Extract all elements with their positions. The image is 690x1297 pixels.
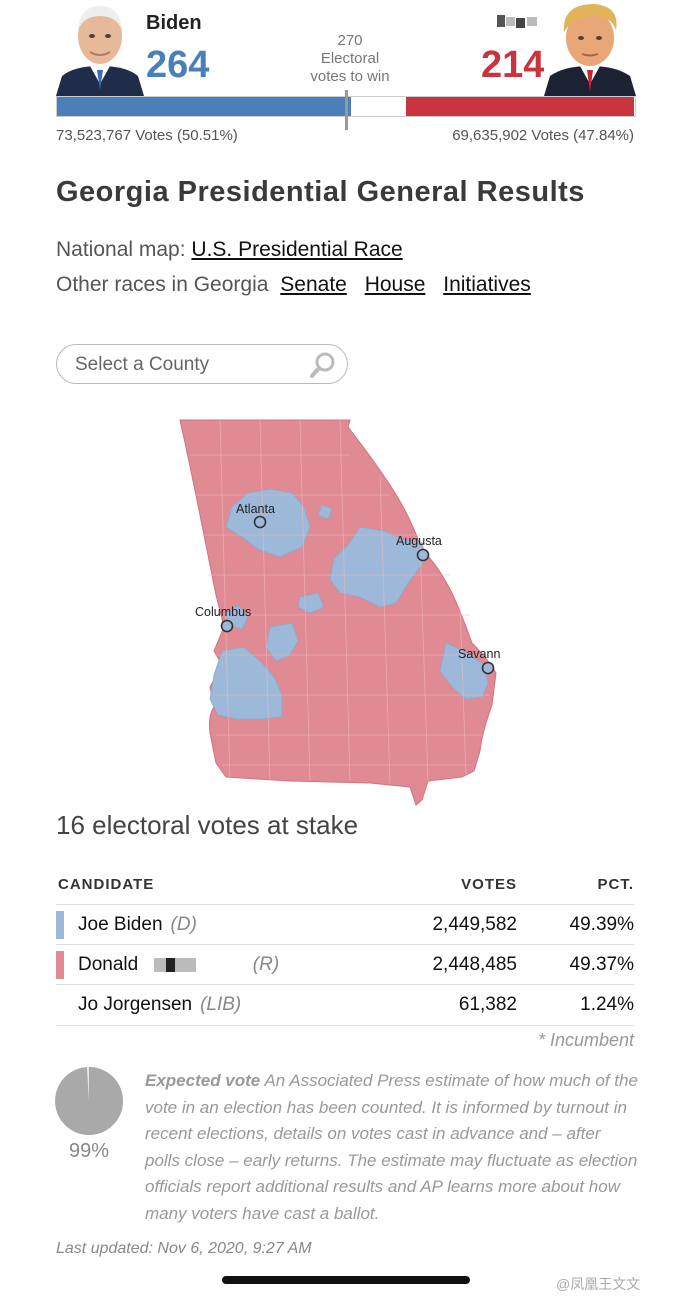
city-label-savannah: Savannah [458, 647, 500, 661]
candidate-pct: 49.37% [569, 954, 634, 975]
house-link[interactable]: House [364, 273, 426, 296]
page-title: Georgia Presidential General Results [56, 176, 585, 208]
votes-to-win-line2: votes to win [310, 68, 390, 85]
candidate-pct: 49.39% [569, 914, 634, 935]
table-row-biden: Joe Biden (D) 2,449,582 49.39% [56, 904, 634, 945]
atlanta-marker [253, 515, 267, 529]
city-label-columbus: Columbus [195, 605, 251, 619]
biden-bar [56, 96, 351, 117]
expected-vote-pie [55, 1067, 124, 1135]
table-row-jorgensen: Jo Jorgensen (LIB) 61,382 1.24% [56, 984, 634, 1026]
candidate-votes: 61,382 [458, 994, 517, 1015]
candidate-name: Joe Biden [78, 914, 163, 935]
table-row-trump: Donald (R) 2,448,485 49.37% [56, 944, 634, 985]
home-indicator [222, 1276, 470, 1284]
expected-vote-pct: 99% [68, 1140, 110, 1162]
democratic-counties [209, 488, 489, 720]
initiatives-link[interactable]: Initiatives [443, 273, 531, 296]
candidate-votes: 2,449,582 [432, 914, 517, 935]
county-search[interactable] [56, 344, 348, 384]
electoral-votes-at-stake: 16 electoral votes at stake [56, 810, 359, 840]
candidate-name: Donald [78, 954, 139, 975]
biden-electoral-votes: 264 [146, 44, 210, 86]
expected-vote-label: Expected vote [145, 1071, 261, 1090]
trump-popular-votes: 69,635,902 Votes (47.84%) [452, 127, 634, 144]
header-candidate: CANDIDATE [58, 876, 155, 893]
senate-link[interactable]: Senate [280, 273, 347, 296]
header-pct: PCT. [597, 876, 634, 893]
trump-electoral-votes: 214 [481, 44, 545, 86]
biden-popular-votes: 73,523,767 Votes (50.51%) [56, 127, 238, 144]
county-search-input[interactable] [73, 353, 297, 377]
biden-swatch [56, 911, 64, 939]
votes-to-win-label: 270 Electoral votes to win [290, 32, 410, 86]
other-races-label: Other races in Georgia [56, 273, 269, 296]
candidate-name: Jo Jorgensen [78, 994, 193, 1015]
biden-name: Biden [146, 12, 202, 34]
trump-portrait [544, 0, 636, 96]
national-map-label: National map: [56, 238, 186, 261]
candidate-party: (R) [252, 954, 280, 975]
savannah-marker [481, 661, 495, 675]
georgia-county-map[interactable]: Atlanta Augusta Columbus Savannah [170, 415, 500, 810]
win-threshold-marker [345, 90, 348, 130]
county-borders [190, 419, 490, 784]
city-label-atlanta: Atlanta [236, 502, 275, 516]
watermark: @凤凰王文文 [556, 1276, 641, 1292]
votes-to-win-line1: Electoral [320, 50, 380, 67]
expected-vote-description: Expected vote An Associated Press estima… [145, 1068, 640, 1227]
biden-portrait [54, 0, 146, 96]
other-races-line: Other races in Georgia Senate House Init… [56, 273, 543, 297]
candidate-votes: 2,448,485 [432, 954, 517, 975]
incumbent-note: * Incumbent [537, 1030, 634, 1050]
city-markers: Atlanta Augusta Columbus Savannah [195, 502, 500, 675]
trump-swatch [56, 951, 64, 979]
national-map-line: National map: U.S. Presidential Race [56, 238, 415, 262]
header-votes: VOTES [461, 876, 517, 893]
search-icon[interactable] [309, 351, 337, 384]
trump-bar [406, 96, 634, 117]
votes-to-win-number: 270 [337, 32, 363, 49]
candidate-party: (D) [170, 914, 197, 935]
columbus-marker [220, 619, 234, 633]
candidate-name-redacted [147, 957, 208, 972]
national-map-link[interactable]: U.S. Presidential Race [191, 238, 403, 261]
augusta-marker [416, 548, 430, 562]
last-updated: Last updated: Nov 6, 2020, 9:27 AM [56, 1240, 312, 1257]
city-label-augusta: Augusta [396, 534, 442, 548]
trump-name-redacted [497, 12, 543, 37]
expected-vote-text: An Associated Press estimate of how much… [145, 1071, 638, 1223]
candidate-party: (LIB) [200, 994, 242, 1015]
candidate-pct: 1.24% [580, 994, 634, 1015]
